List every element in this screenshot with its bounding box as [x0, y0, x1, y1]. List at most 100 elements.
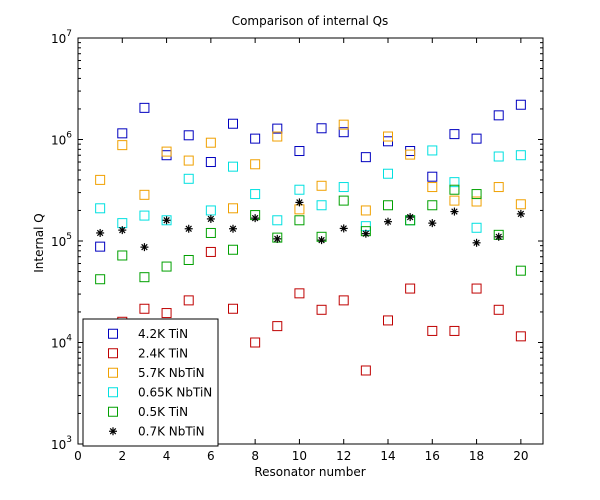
data-point	[450, 207, 459, 216]
data-point	[449, 129, 460, 140]
data-point	[316, 200, 327, 211]
y-tick-label: 106	[51, 131, 72, 148]
data-point	[360, 152, 371, 163]
data-point	[140, 243, 149, 252]
x-tick-label: 10	[292, 449, 307, 463]
data-point	[493, 151, 504, 162]
data-point	[317, 236, 326, 245]
data-point	[117, 250, 128, 261]
data-point	[339, 224, 348, 233]
series-5	[96, 198, 525, 252]
data-point	[427, 200, 438, 211]
data-point	[427, 182, 438, 193]
data-point	[205, 227, 216, 238]
data-point	[183, 155, 194, 166]
data-point	[383, 131, 393, 142]
data-point	[471, 222, 482, 233]
x-tick-label: 14	[380, 449, 395, 463]
legend: 4.2K TiN 2.4K TiN 5.7K NbTiN 0.65K NbTiN 0.5…	[82, 318, 219, 447]
data-point	[161, 215, 172, 226]
data-point	[294, 146, 305, 157]
data-point	[206, 214, 215, 223]
data-point	[228, 244, 238, 255]
data-point	[449, 195, 460, 206]
x-axis-title: Resonator number	[254, 465, 365, 479]
data-point	[294, 215, 305, 226]
data-point	[117, 128, 128, 139]
data-point	[139, 102, 150, 113]
data-point	[316, 180, 327, 191]
data-point	[449, 325, 460, 336]
data-point	[228, 203, 238, 214]
data-point	[428, 219, 437, 228]
series-3	[95, 145, 526, 233]
data-point	[183, 173, 194, 184]
data-point	[493, 182, 504, 193]
data-point	[338, 295, 349, 306]
legend-label: 2.4K TiN	[138, 346, 188, 360]
y-tick-label: 104	[51, 334, 72, 351]
data-point	[184, 224, 193, 233]
data-point	[515, 150, 526, 161]
x-tick-label: 18	[469, 449, 484, 463]
data-point	[405, 283, 416, 294]
data-point	[406, 213, 415, 222]
data-point	[338, 127, 349, 138]
data-point	[295, 198, 304, 207]
legend-label: 5.7K NbTiN	[138, 366, 205, 380]
chart-title: Comparison of internal Qs	[232, 14, 389, 28]
data-point	[294, 184, 305, 195]
data-point	[383, 315, 393, 326]
data-point	[361, 229, 370, 238]
y-tick-label: 105	[51, 232, 72, 249]
legend-marker	[108, 328, 118, 339]
data-point	[515, 265, 526, 276]
data-point	[95, 203, 106, 214]
data-point	[316, 304, 327, 315]
data-point	[95, 274, 106, 285]
data-point	[117, 140, 128, 151]
data-point	[384, 217, 392, 226]
data-point	[205, 137, 216, 148]
legend-marker	[109, 427, 117, 436]
legend-label: 0.7K NbTiN	[138, 424, 205, 438]
data-point	[251, 214, 260, 223]
data-point	[205, 246, 216, 257]
data-point	[493, 304, 504, 315]
data-point	[294, 288, 305, 299]
data-point	[161, 308, 172, 319]
legend-label: 4.2K TiN	[138, 327, 188, 341]
data-point	[95, 174, 106, 185]
data-point	[250, 133, 261, 144]
data-point	[183, 254, 194, 265]
data-point	[139, 303, 150, 314]
data-point	[494, 232, 503, 241]
data-point	[360, 205, 371, 216]
x-tick-label: 12	[336, 449, 351, 463]
data-point	[493, 110, 504, 121]
data-point	[449, 184, 460, 195]
data-point	[338, 195, 349, 206]
x-tick-label: 0	[74, 449, 82, 463]
data-point	[96, 228, 105, 237]
data-point	[272, 131, 283, 142]
x-tick-label: 8	[251, 449, 259, 463]
series-1	[95, 246, 526, 376]
data-point	[228, 161, 238, 172]
x-tick-label: 2	[118, 449, 126, 463]
data-point	[228, 303, 238, 314]
data-point	[427, 325, 438, 336]
series-2	[95, 119, 526, 216]
legend-label: 0.65K NbTiN	[138, 385, 212, 399]
legend-box	[82, 318, 219, 447]
data-point	[471, 196, 482, 207]
data-point	[272, 321, 283, 332]
legend-marker	[108, 387, 118, 398]
legend-label: 0.5K TiN	[138, 405, 188, 419]
data-point	[360, 365, 371, 376]
data-point	[250, 159, 261, 170]
y-tick-label: 107	[51, 29, 72, 46]
x-tick-label: 4	[163, 449, 171, 463]
data-point	[383, 200, 393, 211]
